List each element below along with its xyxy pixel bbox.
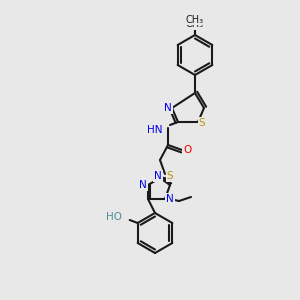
Text: N: N: [164, 103, 172, 113]
Text: CH₃: CH₃: [186, 19, 204, 29]
Text: CH₃: CH₃: [186, 15, 204, 25]
Text: S: S: [199, 118, 205, 128]
Text: N: N: [154, 171, 162, 181]
Text: S: S: [167, 171, 173, 181]
Text: HO: HO: [106, 212, 122, 222]
Text: N: N: [139, 180, 147, 190]
Text: O: O: [183, 145, 191, 155]
Text: N: N: [166, 194, 174, 204]
Text: HN: HN: [146, 125, 162, 135]
